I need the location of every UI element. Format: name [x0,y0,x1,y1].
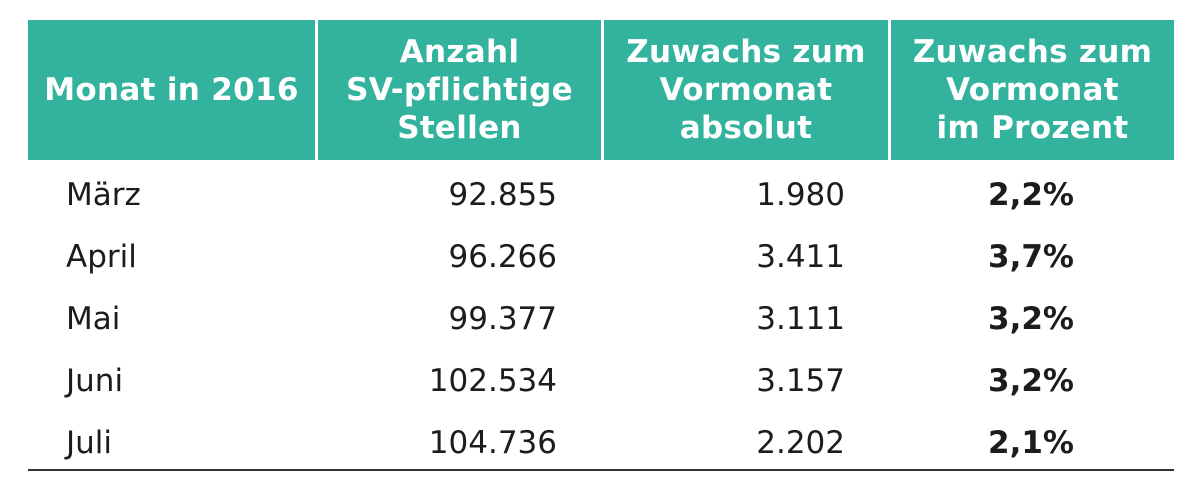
cell-absolut: 3.111 [756,301,845,337]
cell-stellen: 96.266 [448,239,557,275]
data-table: Monat in 2016 Anzahl SV-pflichtige Stell… [28,20,1174,474]
cell-monat: März [66,177,141,213]
header-monat: Monat in 2016 [28,20,315,160]
table-row: Mai 99.377 3.111 3,2% [28,288,1174,350]
cell-monat: Juni [66,363,124,399]
cell-monat: Juli [66,425,113,461]
table-bottom-rule [28,469,1174,471]
cell-monat: Mai [66,301,121,337]
header-zuwachs-absolut: Zuwachs zum Vormonat absolut [601,20,888,160]
cell-absolut: 2.202 [756,425,845,461]
cell-prozent: 3,2% [988,301,1074,337]
cell-prozent: 2,1% [988,425,1074,461]
cell-stellen: 92.855 [448,177,557,213]
table-row: Juni 102.534 3.157 3,2% [28,350,1174,412]
header-anzahl-stellen: Anzahl SV-pflichtige Stellen [315,20,601,160]
cell-prozent: 3,7% [988,239,1074,275]
header-zuwachs-prozent: Zuwachs zum Vormonat im Prozent [888,20,1174,160]
cell-stellen: 102.534 [428,363,557,399]
table-header-row: Monat in 2016 Anzahl SV-pflichtige Stell… [28,20,1174,160]
cell-stellen: 104.736 [428,425,557,461]
table-body: März 92.855 1.980 2,2% April 96.266 3.41… [28,164,1174,474]
table-row: März 92.855 1.980 2,2% [28,164,1174,226]
table-row: April 96.266 3.411 3,7% [28,226,1174,288]
cell-absolut: 1.980 [756,177,845,213]
cell-stellen: 99.377 [448,301,557,337]
cell-monat: April [66,239,137,275]
table-row: Juli 104.736 2.202 2,1% [28,412,1174,474]
cell-absolut: 3.157 [756,363,845,399]
cell-prozent: 3,2% [988,363,1074,399]
cell-prozent: 2,2% [988,177,1074,213]
cell-absolut: 3.411 [756,239,845,275]
